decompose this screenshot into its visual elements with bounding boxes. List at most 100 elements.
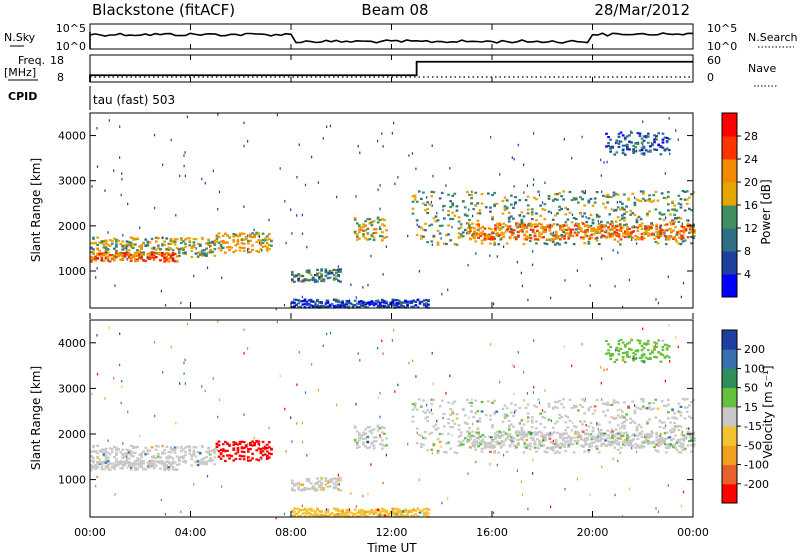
velocity-cell <box>117 448 120 451</box>
velocity-cell <box>322 488 326 491</box>
velocity-cell <box>370 463 372 466</box>
power-cell <box>171 257 175 260</box>
power-cell <box>471 222 474 225</box>
power-cell <box>345 299 349 303</box>
velocity-cell <box>92 465 95 468</box>
velocity-cell <box>167 454 171 458</box>
velocity-cell <box>641 405 645 408</box>
velocity-cell <box>236 448 240 451</box>
velocity-cell <box>420 405 423 408</box>
power-cell <box>680 295 682 299</box>
power-cell <box>626 230 629 233</box>
power-cell <box>646 141 650 144</box>
power-cell <box>526 195 530 198</box>
power-cell <box>627 236 630 239</box>
velocity-cell <box>632 359 635 362</box>
power-cell <box>249 233 252 236</box>
power-cell <box>330 269 334 272</box>
power-cell <box>663 148 667 151</box>
power-cell <box>376 221 380 224</box>
velocity-cell <box>134 468 137 471</box>
power-cell <box>606 160 608 164</box>
velocity-cell <box>378 427 382 430</box>
power-cell <box>234 249 238 252</box>
power-cell <box>659 153 663 156</box>
power-cell <box>422 303 426 306</box>
velocity-cell <box>152 456 156 459</box>
velocity-cell <box>469 434 472 438</box>
power-cell <box>425 302 428 305</box>
velocity-cell <box>297 486 300 489</box>
power-cell <box>134 243 137 246</box>
velocity-cell <box>362 431 365 434</box>
velocity-cell <box>499 380 501 384</box>
power-cell <box>125 245 129 248</box>
power-cell <box>480 193 484 196</box>
velocity-cell <box>370 443 374 446</box>
power-cell <box>117 255 120 258</box>
power-cell <box>449 167 451 170</box>
velocity-cell <box>136 468 139 471</box>
power-cell <box>255 250 259 253</box>
power-cell <box>519 214 521 217</box>
velocity-cell <box>513 411 516 414</box>
power-cell <box>370 300 374 303</box>
power-cell <box>205 254 208 257</box>
velocity-cell <box>90 459 93 462</box>
power-cell <box>690 228 694 231</box>
power-cell <box>379 207 381 211</box>
power-cell <box>662 196 666 199</box>
power-cell <box>584 230 587 233</box>
power-cell <box>584 235 587 238</box>
colorbar-tick-label: 15 <box>744 401 758 414</box>
power-cell <box>126 258 128 261</box>
power-cell <box>496 255 498 258</box>
velocity-cell <box>426 449 429 452</box>
velocity-cell <box>175 422 177 425</box>
velocity-cell <box>588 443 591 446</box>
power-cell <box>121 244 125 247</box>
velocity-cell <box>484 414 488 417</box>
velocity-cell <box>468 432 471 435</box>
velocity-cell <box>279 374 281 378</box>
power-cell <box>579 212 582 215</box>
power-cell <box>311 306 315 309</box>
power-cell <box>121 254 125 258</box>
velocity-cell <box>459 441 463 444</box>
velocity-cell <box>635 427 639 430</box>
power-cell <box>211 250 215 253</box>
power-cell <box>609 223 612 226</box>
power-cell <box>597 215 601 218</box>
velocity-cell <box>640 344 644 348</box>
velocity-cell <box>125 460 129 463</box>
velocity-cell <box>561 434 564 437</box>
velocity-cell <box>442 413 444 416</box>
velocity-cell <box>213 456 217 459</box>
velocity-cell <box>355 441 359 444</box>
velocity-cell <box>634 404 636 407</box>
power-cell <box>238 232 242 235</box>
power-cell <box>335 304 338 307</box>
power-cell <box>583 212 586 215</box>
power-cell <box>657 233 661 237</box>
power-cell <box>466 191 469 194</box>
velocity-cell <box>236 451 240 454</box>
velocity-cell <box>305 478 309 481</box>
velocity-cell <box>579 436 583 439</box>
velocity-cell <box>242 458 246 461</box>
power-cell <box>129 236 133 239</box>
power-cell <box>521 225 524 229</box>
power-cell <box>108 254 112 257</box>
power-cell <box>221 234 225 237</box>
velocity-cell <box>212 450 214 453</box>
power-cell <box>477 233 480 236</box>
power-cell <box>123 247 127 250</box>
velocity-cell <box>615 433 619 436</box>
power-cell <box>175 255 179 258</box>
power-cell <box>184 151 186 154</box>
y-tick-label: 2000 <box>58 220 86 233</box>
velocity-cell <box>376 429 380 432</box>
power-cell <box>642 232 646 235</box>
velocity-cell <box>635 356 638 360</box>
power-cell <box>434 215 438 218</box>
